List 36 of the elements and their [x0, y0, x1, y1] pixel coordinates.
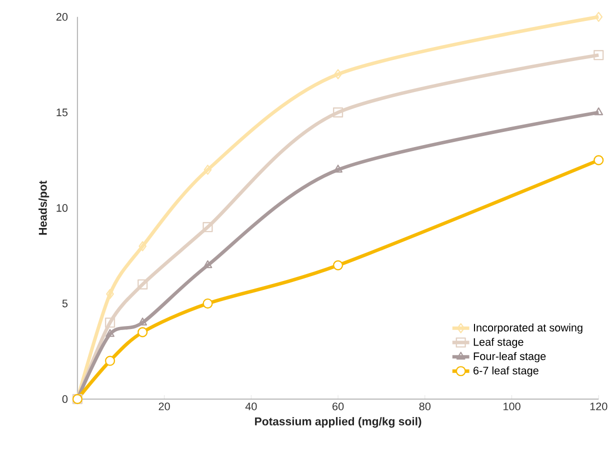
point: [138, 241, 147, 252]
point: [594, 155, 604, 166]
y-tick-label: 5: [62, 300, 68, 308]
point: [138, 318, 148, 326]
x-tick-label: 60: [332, 402, 344, 410]
x-tick-label: 100: [504, 402, 520, 410]
point: [138, 327, 148, 338]
y-tick-label: 15: [56, 108, 68, 116]
point: [332, 108, 344, 118]
point: [594, 50, 604, 60]
x-tick-label: 40: [245, 402, 257, 410]
y-tick-label: 0: [62, 395, 68, 404]
point: [594, 108, 604, 116]
y-tick-label: 20: [56, 13, 68, 21]
y-tick-label: 10: [56, 204, 68, 212]
point: [104, 356, 116, 366]
x-axis-title: Potassium applied (mg/kg soil): [255, 417, 422, 428]
point: [106, 329, 114, 338]
point: [332, 260, 344, 271]
point: [138, 280, 148, 290]
legend-label: Leaf stage: [474, 338, 524, 348]
point: [204, 164, 212, 175]
point: [202, 222, 213, 232]
legend-label: Incorporated at sowing: [474, 324, 582, 334]
point: [594, 12, 603, 22]
legend-label: Four-leaf stage: [474, 352, 546, 362]
x-tick-label: 20: [158, 402, 170, 410]
point: [104, 318, 116, 328]
point: [202, 298, 213, 309]
legend-label: 6-7 leaf stage: [474, 366, 538, 377]
x-tick-label: 80: [419, 402, 431, 410]
point: [203, 260, 212, 268]
point: [334, 69, 342, 80]
point: [106, 289, 114, 300]
x-tick-label: 120: [590, 402, 608, 410]
y-axis-title: Heads/pot: [38, 180, 50, 235]
